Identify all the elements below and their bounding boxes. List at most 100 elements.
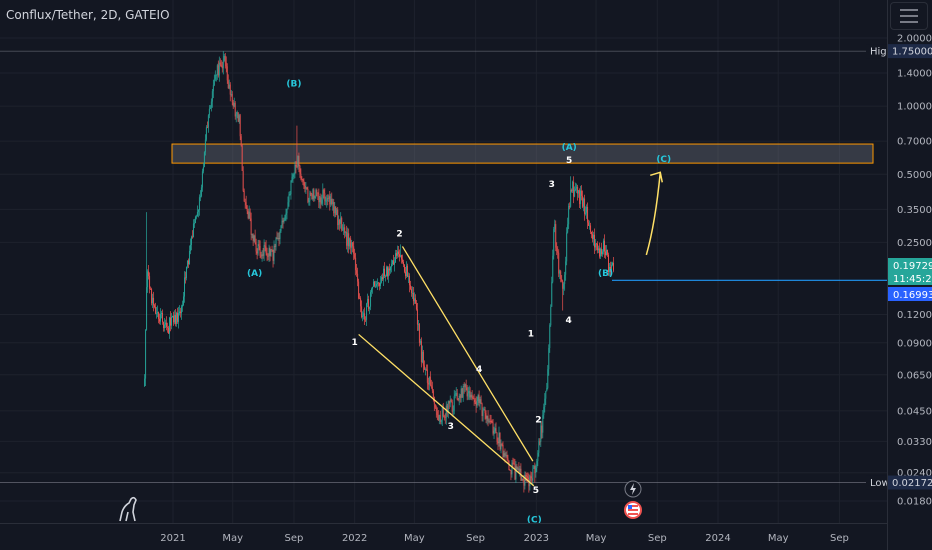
candle[interactable] (453, 389, 455, 415)
candle[interactable] (387, 265, 388, 280)
candle[interactable] (559, 269, 561, 280)
candle[interactable] (369, 306, 371, 314)
candle[interactable] (612, 261, 613, 267)
candle[interactable] (151, 287, 153, 306)
candle[interactable] (371, 287, 373, 297)
candle[interactable] (586, 204, 588, 219)
candle[interactable] (533, 465, 535, 469)
candle[interactable] (398, 245, 399, 258)
candle[interactable] (562, 279, 564, 311)
candle[interactable] (267, 253, 269, 261)
candle[interactable] (417, 319, 419, 331)
candle[interactable] (367, 293, 369, 308)
candle[interactable] (238, 113, 240, 124)
candle[interactable] (480, 395, 482, 405)
candle[interactable] (423, 360, 425, 371)
candle[interactable] (599, 242, 600, 259)
candle[interactable] (310, 191, 312, 197)
candle[interactable] (185, 266, 187, 281)
candle[interactable] (575, 182, 577, 192)
candle[interactable] (555, 220, 557, 252)
candle[interactable] (377, 278, 379, 291)
candle[interactable] (481, 402, 483, 422)
candle[interactable] (338, 215, 340, 230)
candle[interactable] (414, 294, 416, 304)
candle[interactable] (218, 56, 220, 82)
candle[interactable] (600, 247, 601, 259)
candle[interactable] (183, 292, 184, 307)
candle[interactable] (378, 282, 380, 287)
candle[interactable] (605, 245, 606, 259)
candle[interactable] (479, 396, 481, 410)
wedge-trendline[interactable] (401, 246, 534, 462)
candle[interactable] (175, 309, 176, 327)
candle[interactable] (273, 240, 275, 265)
candle[interactable] (544, 393, 546, 413)
candle[interactable] (410, 286, 412, 297)
candle[interactable] (596, 242, 598, 251)
candle[interactable] (590, 222, 592, 234)
candle[interactable] (350, 235, 352, 254)
candle[interactable] (153, 291, 155, 312)
candle[interactable] (302, 178, 304, 186)
candle[interactable] (352, 242, 354, 253)
candle[interactable] (207, 114, 209, 133)
candle[interactable] (160, 308, 162, 325)
candle[interactable] (245, 195, 247, 209)
candle[interactable] (161, 310, 163, 319)
candle[interactable] (597, 241, 599, 254)
candle[interactable] (171, 312, 172, 330)
wedge-trendline[interactable] (358, 333, 535, 487)
candle[interactable] (592, 230, 594, 243)
candle[interactable] (457, 397, 459, 402)
candle[interactable] (602, 249, 603, 257)
candle[interactable] (202, 162, 204, 174)
candle[interactable] (330, 193, 332, 207)
candle[interactable] (399, 249, 400, 262)
candle[interactable] (549, 323, 551, 353)
candle[interactable] (241, 144, 243, 171)
candle[interactable] (208, 105, 210, 119)
candle[interactable] (290, 180, 292, 200)
candle[interactable] (569, 202, 571, 210)
candle[interactable] (194, 215, 196, 224)
candle[interactable] (346, 225, 348, 250)
candle[interactable] (167, 322, 168, 333)
candle[interactable] (427, 377, 429, 391)
candle[interactable] (304, 182, 306, 193)
candle[interactable] (316, 188, 318, 197)
candle[interactable] (397, 245, 398, 259)
candle[interactable] (168, 325, 169, 334)
candle[interactable] (570, 176, 572, 208)
candle[interactable] (613, 257, 614, 273)
candle[interactable] (255, 238, 257, 255)
candle[interactable] (495, 422, 497, 434)
candle[interactable] (420, 337, 422, 368)
candle[interactable] (312, 188, 314, 201)
candle[interactable] (465, 379, 467, 391)
candle[interactable] (552, 249, 554, 284)
candle[interactable] (328, 194, 330, 202)
candle[interactable] (254, 229, 256, 245)
candle[interactable] (546, 382, 548, 392)
candle[interactable] (294, 161, 296, 179)
candle[interactable] (450, 398, 452, 403)
candle[interactable] (345, 231, 347, 237)
candle[interactable] (394, 257, 395, 272)
candle[interactable] (243, 188, 245, 202)
candle[interactable] (150, 286, 152, 291)
candle[interactable] (545, 390, 547, 405)
candle[interactable] (484, 406, 486, 420)
candle[interactable] (471, 390, 473, 401)
candle[interactable] (334, 202, 336, 218)
candle[interactable] (199, 190, 201, 202)
candle[interactable] (317, 192, 319, 201)
candle[interactable] (327, 194, 329, 206)
candle[interactable] (456, 389, 458, 401)
candle[interactable] (212, 79, 214, 99)
candle[interactable] (292, 173, 294, 183)
candle[interactable] (558, 249, 560, 278)
candle[interactable] (322, 183, 324, 207)
candle[interactable] (311, 193, 313, 200)
candle[interactable] (282, 217, 284, 229)
